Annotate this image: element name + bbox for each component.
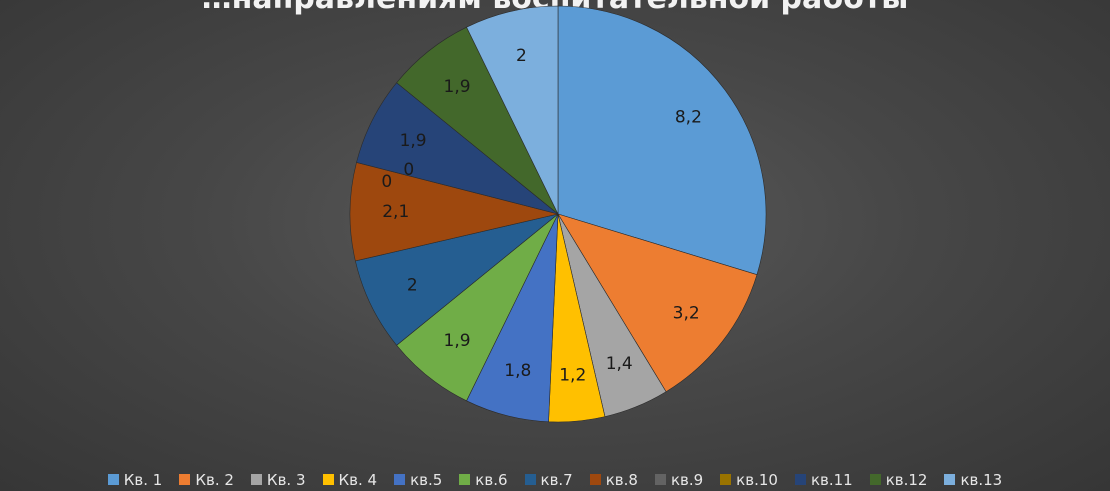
legend-label-4: Кв. 4 (338, 470, 378, 489)
legend-item-13: кв.13 (944, 471, 1002, 489)
legend-swatch-5 (394, 474, 406, 485)
legend-item-11: кв.11 (794, 470, 853, 489)
legend-label-2: Кв. 2 (195, 470, 234, 489)
legend-label-13: кв.13 (960, 470, 1003, 489)
legend-label-12: кв.12 (885, 470, 928, 489)
legend-swatch-7 (524, 474, 536, 485)
legend-item-5: кв.5 (394, 471, 442, 489)
legend-swatch-11 (794, 474, 806, 485)
data-label-6: 1,9 (444, 331, 471, 351)
pie-slice-13 (466, 5, 559, 215)
legend-item-8: кв.8 (589, 470, 638, 489)
legend-item-1: Кв. 1 (107, 470, 163, 489)
data-label-11: 1,9 (400, 131, 427, 151)
legend-swatch-12 (869, 474, 881, 485)
data-label-3: 1,4 (606, 354, 633, 374)
legend-item-7: кв.7 (524, 470, 573, 489)
data-label-10: 0 (403, 160, 414, 180)
data-label-8: 2,1 (382, 202, 409, 222)
data-label-1: 8,2 (675, 107, 702, 127)
legend-item-12: кв.12 (869, 470, 928, 489)
legend-label-7: кв.7 (540, 470, 573, 489)
data-label-4: 1,2 (559, 366, 586, 386)
legend-swatch-10 (720, 474, 732, 485)
pie-slice-1 (557, 5, 767, 276)
data-label-12: 1,9 (444, 77, 471, 97)
legend-label-6: кв.6 (475, 470, 508, 489)
legend-item-6: кв.6 (459, 470, 508, 489)
legend-item-3: Кв. 3 (250, 470, 306, 489)
legend-label-3: Кв. 3 (266, 470, 306, 489)
data-label-2: 3,2 (673, 303, 700, 323)
pie-slices (349, 5, 767, 423)
legend-label-5: кв.5 (410, 470, 443, 489)
pie-slice-8 (349, 162, 559, 262)
data-label-9: 0 (381, 172, 392, 192)
legend-swatch-2 (179, 474, 191, 485)
data-label-13: 2 (516, 46, 527, 66)
legend-swatch-4 (322, 474, 334, 485)
data-label-7: 2 (407, 275, 418, 295)
legend-swatch-8 (589, 474, 601, 485)
legend-label-1: Кв. 1 (123, 470, 163, 489)
legend-label-8: кв.8 (605, 470, 638, 489)
data-label-5: 1,8 (504, 361, 531, 381)
legend-item-9: кв.9 (654, 470, 704, 489)
legend-swatch-9 (654, 474, 666, 485)
legend-label-11: кв.11 (810, 470, 853, 489)
chart-legend: Кв. 1 Кв. 2 Кв. 3 Кв. 4 кв.5 кв.6 кв.7 кв.8 кв.9… (0, 468, 1110, 491)
legend-item-10: кв.10 (720, 471, 778, 489)
pie-slice-2 (557, 213, 758, 393)
legend-swatch-6 (459, 474, 471, 485)
legend-item-4: Кв. 4 (322, 470, 378, 489)
pie-data-labels: 8,2 3,2 1,4 1,2 1,8 1,9 2 2,1 00 1,9 1,9 2 (381, 46, 701, 386)
legend-swatch-1 (107, 474, 119, 485)
legend-label-9: кв.9 (670, 470, 704, 489)
legend-swatch-13 (944, 474, 956, 485)
legend-item-2: Кв. 2 (179, 471, 234, 489)
legend-swatch-3 (250, 474, 262, 485)
legend-label-10: кв.10 (736, 470, 778, 489)
